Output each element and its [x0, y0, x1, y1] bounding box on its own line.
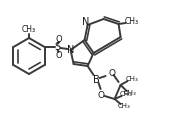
Text: N: N — [82, 17, 89, 27]
Text: N: N — [67, 45, 74, 55]
Text: CH₃: CH₃ — [119, 91, 132, 97]
Text: CH₃: CH₃ — [125, 18, 139, 26]
Text: B: B — [93, 75, 100, 85]
Text: CH₃: CH₃ — [22, 25, 36, 35]
Text: O: O — [55, 35, 62, 43]
Text: CH₃: CH₃ — [117, 103, 130, 109]
Text: S: S — [55, 42, 61, 52]
Text: O: O — [108, 70, 115, 78]
Text: O: O — [55, 51, 62, 59]
Text: CH₃: CH₃ — [123, 90, 136, 96]
Text: O: O — [97, 91, 104, 101]
Text: CH₃: CH₃ — [125, 76, 138, 82]
